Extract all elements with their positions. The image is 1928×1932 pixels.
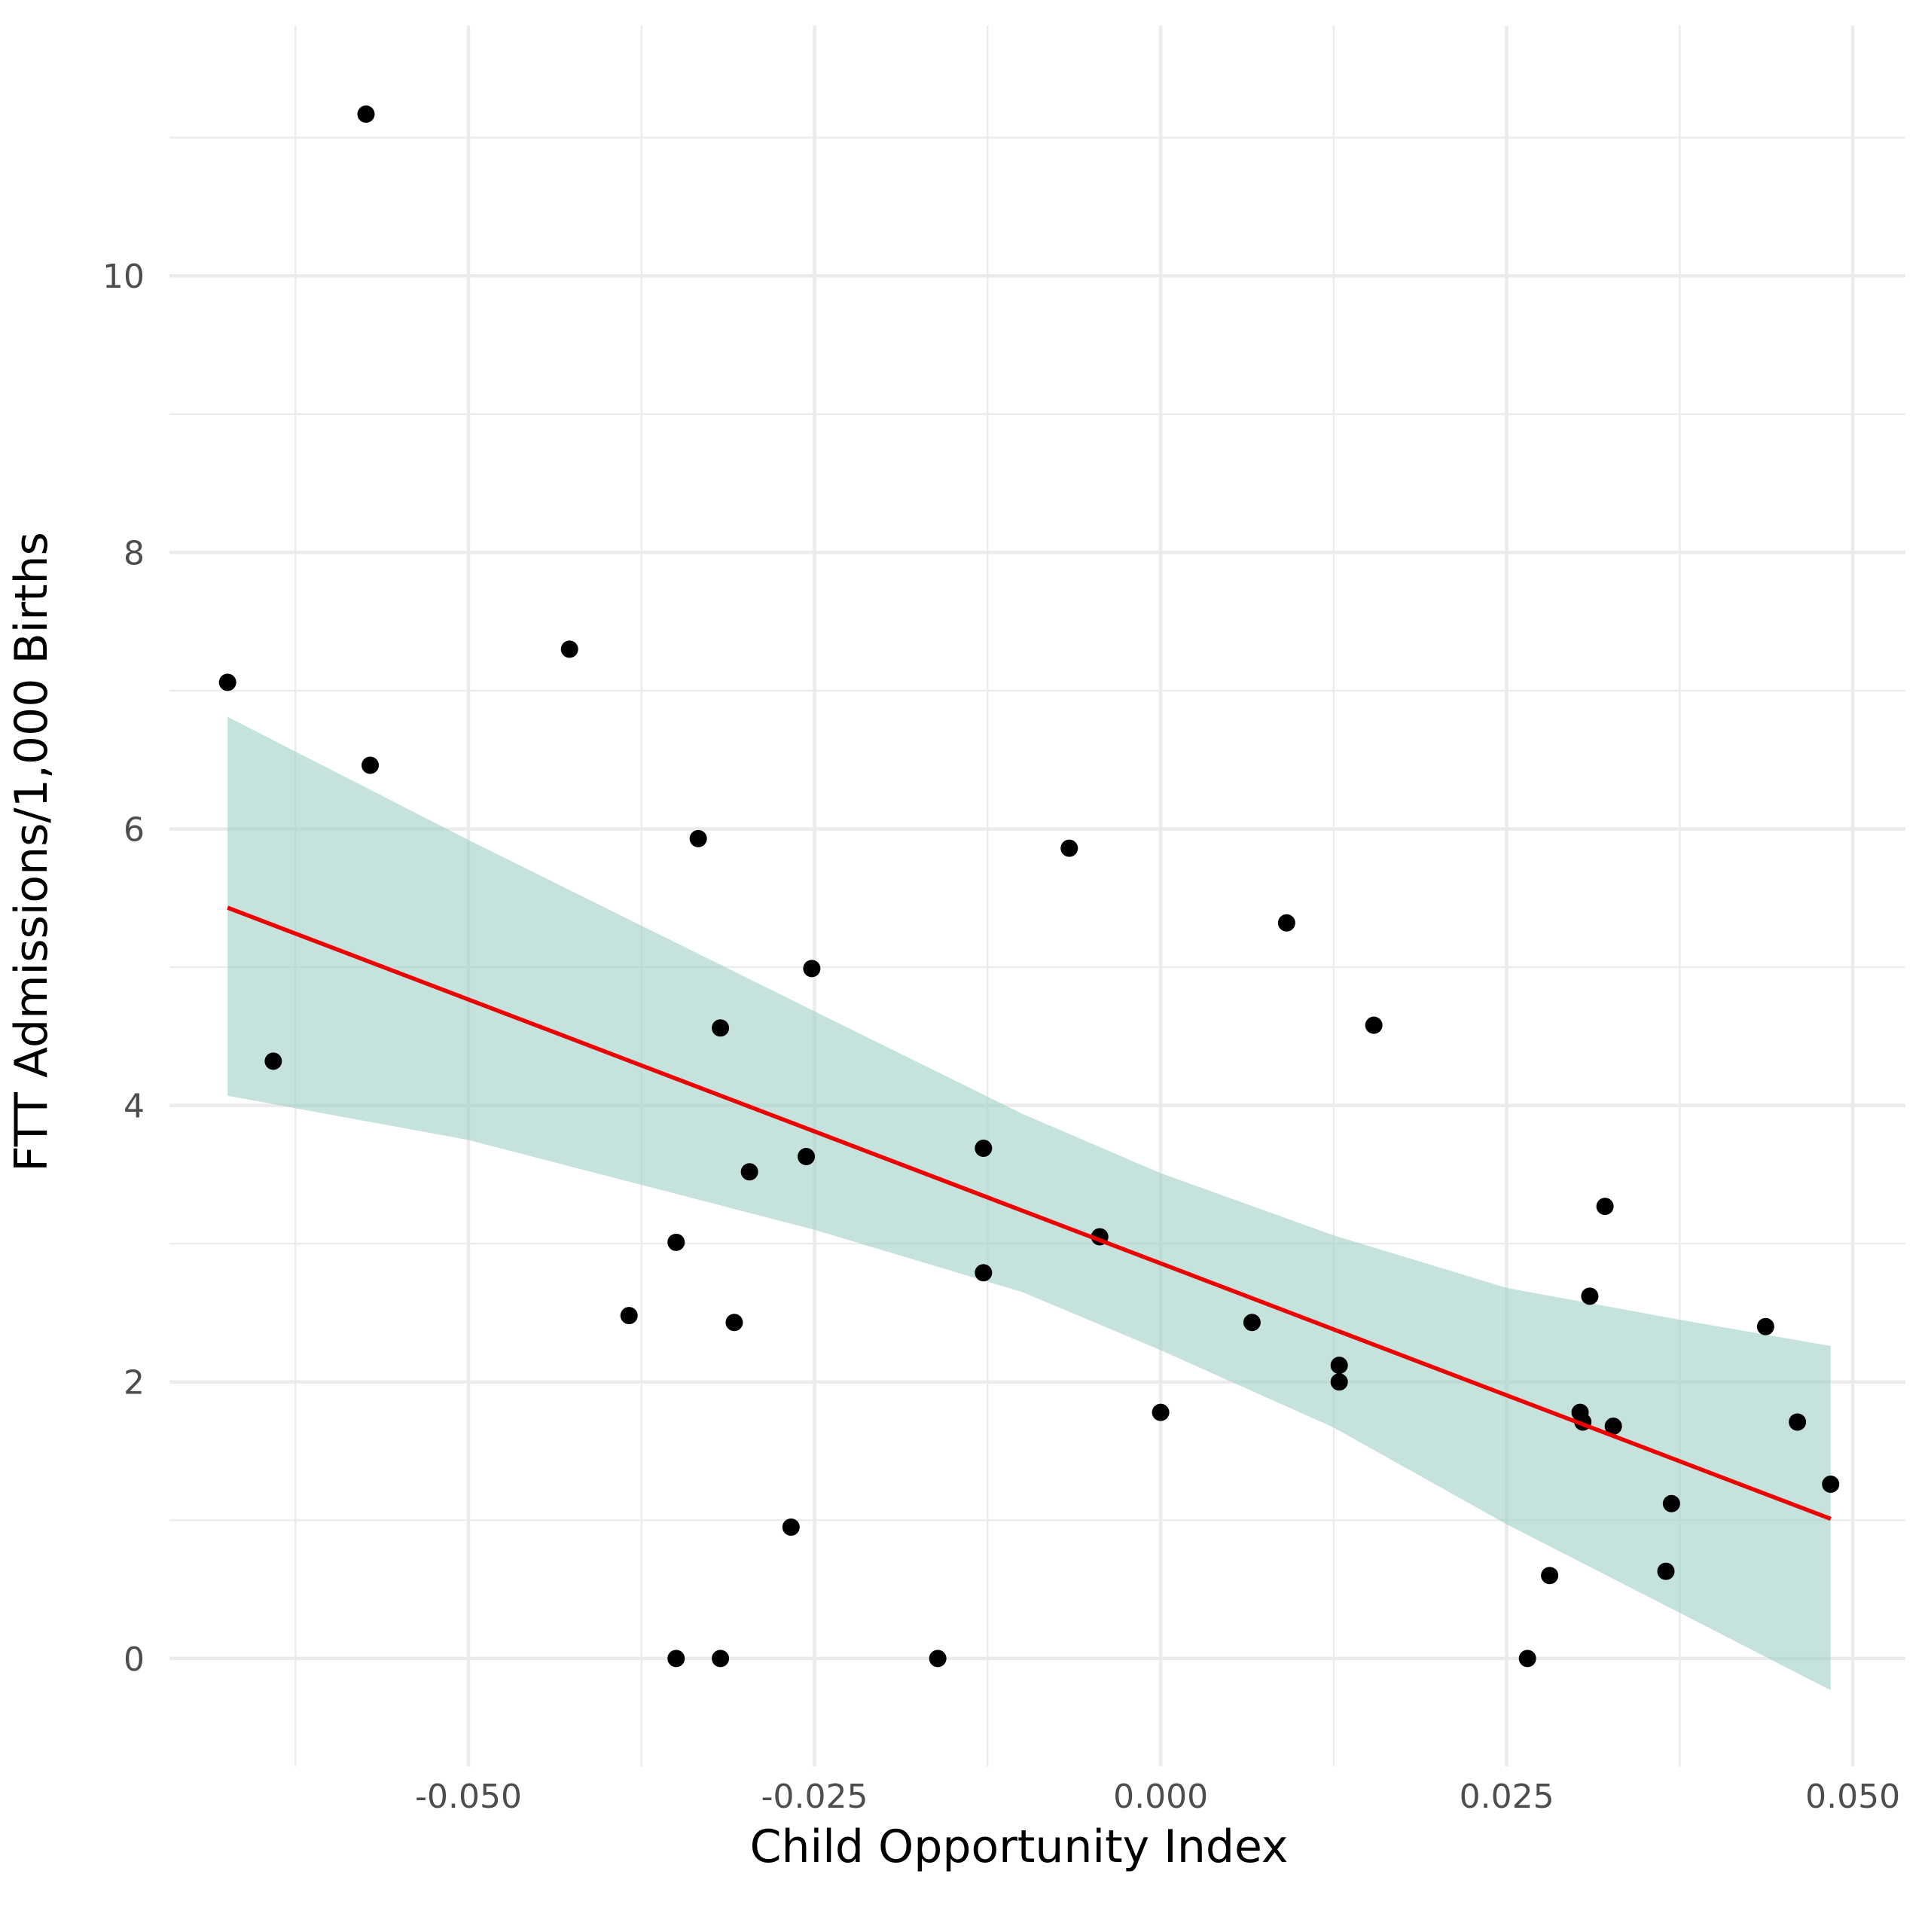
data-point-11	[725, 1314, 743, 1332]
data-point-35	[1662, 1494, 1680, 1512]
data-point-18	[975, 1264, 993, 1282]
data-point-24	[1330, 1357, 1348, 1375]
data-point-19	[1060, 839, 1078, 857]
data-point-22	[1243, 1314, 1261, 1332]
data-point-15	[803, 960, 821, 978]
y-tick-label-1: 2	[124, 1364, 145, 1402]
data-point-16	[929, 1650, 947, 1668]
data-point-3	[362, 756, 380, 774]
data-point-6	[667, 1233, 685, 1251]
x-axis-title: Child Opportunity Index	[750, 1821, 1289, 1873]
x-tick-label-0: -0.050	[415, 1778, 522, 1816]
fit-line-layer	[227, 905, 1832, 1521]
data-point-21	[1152, 1403, 1170, 1421]
x-tick-label-1: -0.025	[761, 1778, 868, 1816]
y-tick-label-3: 6	[124, 810, 145, 849]
data-point-34	[1657, 1562, 1675, 1580]
data-point-23	[1277, 914, 1295, 932]
data-point-1	[264, 1052, 282, 1070]
x-tick-label-2: 0.000	[1113, 1778, 1208, 1816]
data-point-38	[1822, 1476, 1840, 1494]
x-tick-label-3: 0.025	[1460, 1778, 1554, 1816]
x-tick-label-4: 0.050	[1805, 1778, 1900, 1816]
y-tick-label-5: 10	[102, 258, 145, 296]
data-point-36	[1756, 1317, 1774, 1335]
data-point-7	[667, 1650, 685, 1668]
y-tick-label-4: 8	[124, 534, 145, 572]
y-tick-label-2: 4	[124, 1088, 145, 1126]
data-point-26	[1365, 1016, 1383, 1034]
regression-line	[227, 905, 1832, 1521]
y-axis-title: FTT Admissions/1,000 Births	[5, 532, 58, 1172]
data-point-33	[1604, 1417, 1622, 1435]
data-point-8	[689, 829, 707, 847]
data-point-5	[620, 1307, 638, 1325]
data-point-9	[712, 1019, 730, 1037]
data-point-2	[357, 105, 375, 123]
data-point-25	[1330, 1373, 1348, 1391]
data-point-28	[1541, 1567, 1559, 1585]
confidence-band-layer	[227, 716, 1831, 1691]
data-point-13	[782, 1518, 800, 1536]
data-point-4	[560, 640, 578, 658]
data-point-31	[1581, 1287, 1599, 1305]
data-point-37	[1789, 1413, 1807, 1431]
data-point-32	[1596, 1198, 1614, 1216]
data-point-17	[975, 1139, 993, 1157]
data-point-0	[218, 673, 236, 691]
data-point-27	[1518, 1650, 1536, 1668]
data-point-14	[798, 1148, 816, 1166]
tick-label-layer: -0.050 -0.025 0.000 0.025 0.050 0 2 4 6 8 10	[102, 258, 1900, 1816]
data-point-12	[740, 1163, 758, 1181]
data-point-10	[712, 1650, 730, 1668]
confidence-band	[227, 716, 1831, 1691]
y-tick-label-0: 0	[124, 1641, 145, 1679]
